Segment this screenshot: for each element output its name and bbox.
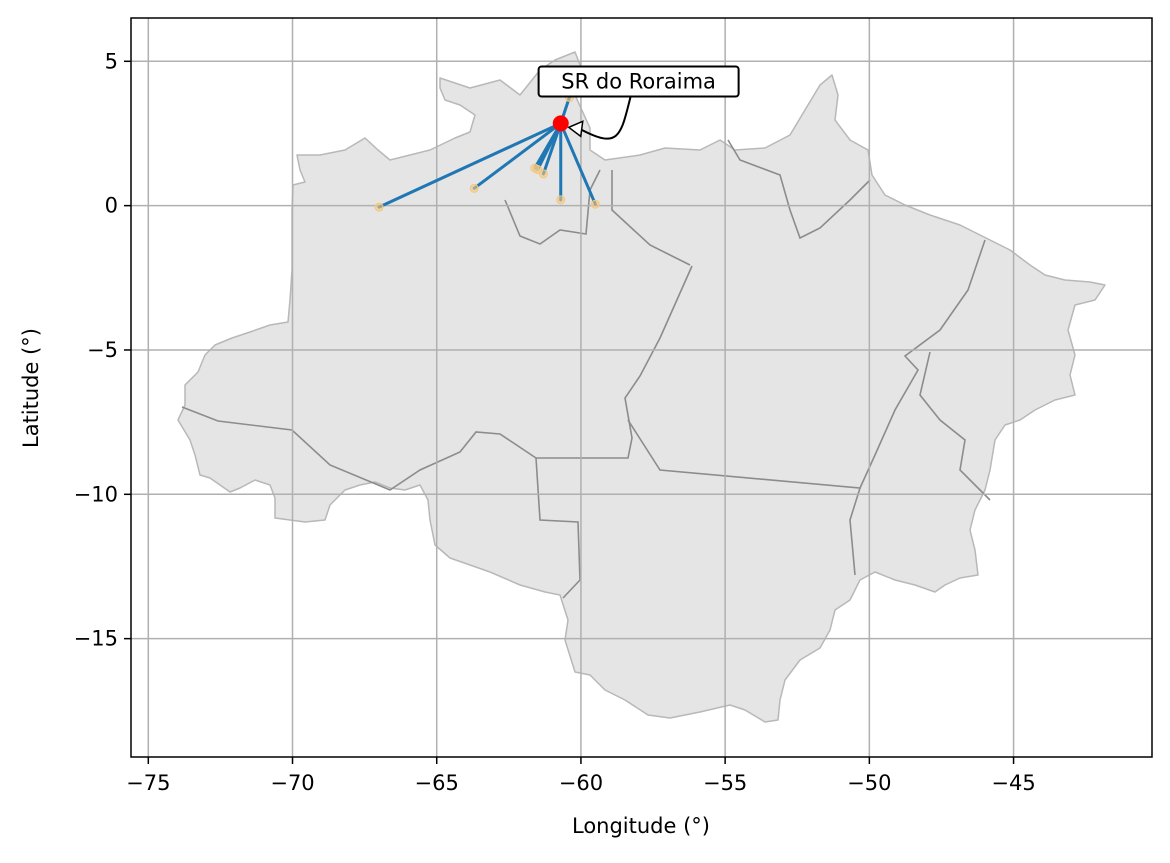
destination-point [469,183,479,193]
y-axis-ticks: 5 0 −5 −10 −15 [74,49,131,651]
y-tick-label: −10 [74,482,118,506]
state-borders [181,139,991,599]
annotation-box [537,65,740,98]
x-tick-label: −75 [126,771,170,795]
x-tick-label: −65 [415,771,459,795]
connection-line [541,121,563,176]
destination-point [538,169,548,179]
x-tick-label: −45 [991,771,1035,795]
hub-layer [552,115,569,132]
annotation-arrow [580,96,632,140]
x-tick-label: −50 [847,771,891,795]
annotation-arrowhead [567,120,584,138]
destination-point [374,202,384,212]
x-axis-ticks: −75 −70 −65 −60 −55 −50 −45 [126,757,1036,795]
connection-lines [377,95,597,209]
x-tick-label: −60 [559,771,603,795]
connection-line [472,121,563,190]
y-tick-label: 5 [105,49,118,73]
gridlines [131,18,1152,757]
x-tick-label: −55 [703,771,747,795]
annotation-text: SR do Roraima [561,70,716,94]
y-axis-label: Latitude (°) [19,328,43,448]
y-tick-label: −5 [87,338,118,362]
hub-annotation: SR do Roraima [537,65,740,140]
destination-point [590,199,600,209]
connection-line [559,121,597,206]
destination-point [556,195,566,205]
y-tick-label: 0 [105,194,118,218]
x-tick-label: −70 [270,771,314,795]
region-shape [177,51,1106,723]
connection-line [377,121,563,209]
axes-frame [130,17,1153,758]
x-axis-label: Longitude (°) [572,814,710,838]
y-tick-label: −15 [74,627,118,651]
legal-amazon-region [177,51,1106,723]
hub-marker [552,115,569,132]
